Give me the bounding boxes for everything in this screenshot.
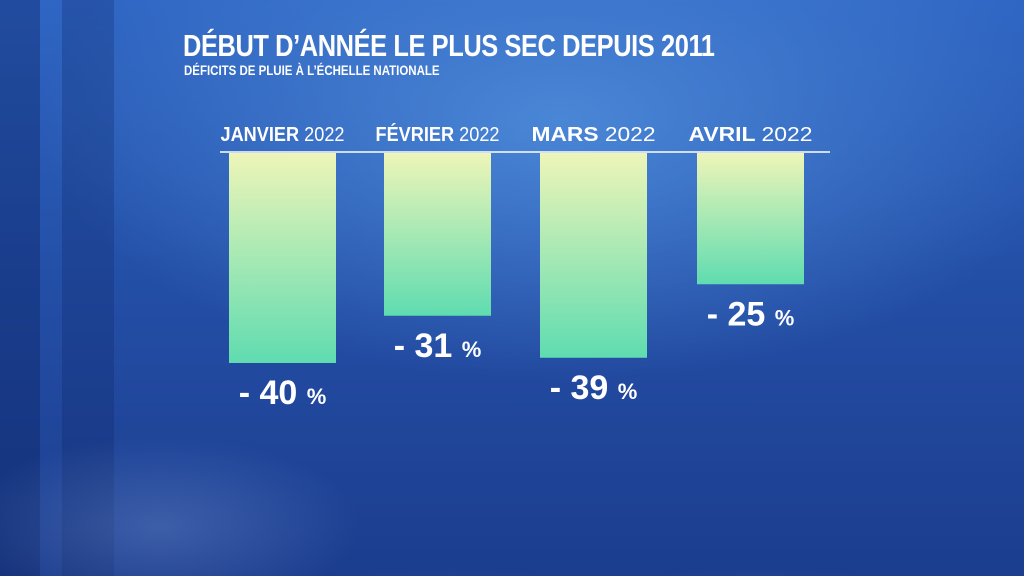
value-unit: % <box>775 305 795 330</box>
value-unit: % <box>462 337 482 362</box>
chart-title: DÉBUT D’ANNÉE LE PLUS SEC DEPUIS 2011 <box>183 28 715 63</box>
year-label: 2022 <box>762 124 813 146</box>
month-label: JANVIER <box>221 124 305 146</box>
category-label: MARS 2022 <box>532 124 656 146</box>
value-unit: % <box>618 379 638 404</box>
year-label: 2022 <box>459 124 499 146</box>
value-number: - 25 <box>707 295 775 333</box>
bar <box>540 153 647 358</box>
value-label: - 39 % <box>550 369 638 407</box>
bar <box>697 153 804 285</box>
year-label: 2022 <box>304 124 344 146</box>
value-number: - 31 <box>394 327 462 365</box>
value-label: - 31 % <box>394 327 482 365</box>
year-label: 2022 <box>605 124 656 146</box>
value-number: - 40 <box>239 374 307 412</box>
background-strip <box>0 0 40 576</box>
bar <box>229 153 336 363</box>
category-label: FÉVRIER 2022 <box>376 123 500 146</box>
value-unit: % <box>307 384 327 409</box>
bar <box>384 153 491 316</box>
month-label: FÉVRIER <box>376 123 460 146</box>
category-label: AVRIL 2022 <box>689 124 813 146</box>
month-label: MARS <box>532 124 605 146</box>
month-label: AVRIL <box>689 124 762 146</box>
value-label: - 40 % <box>239 374 327 412</box>
category-label: JANVIER 2022 <box>221 124 345 146</box>
value-label: - 25 % <box>707 295 795 333</box>
chart-subtitle: DÉFICITS DE PLUIE À L’ÉCHELLE NATIONALE <box>184 62 440 78</box>
background-strip <box>62 0 114 576</box>
cloud-background <box>0 236 1024 576</box>
value-number: - 39 <box>550 369 618 407</box>
